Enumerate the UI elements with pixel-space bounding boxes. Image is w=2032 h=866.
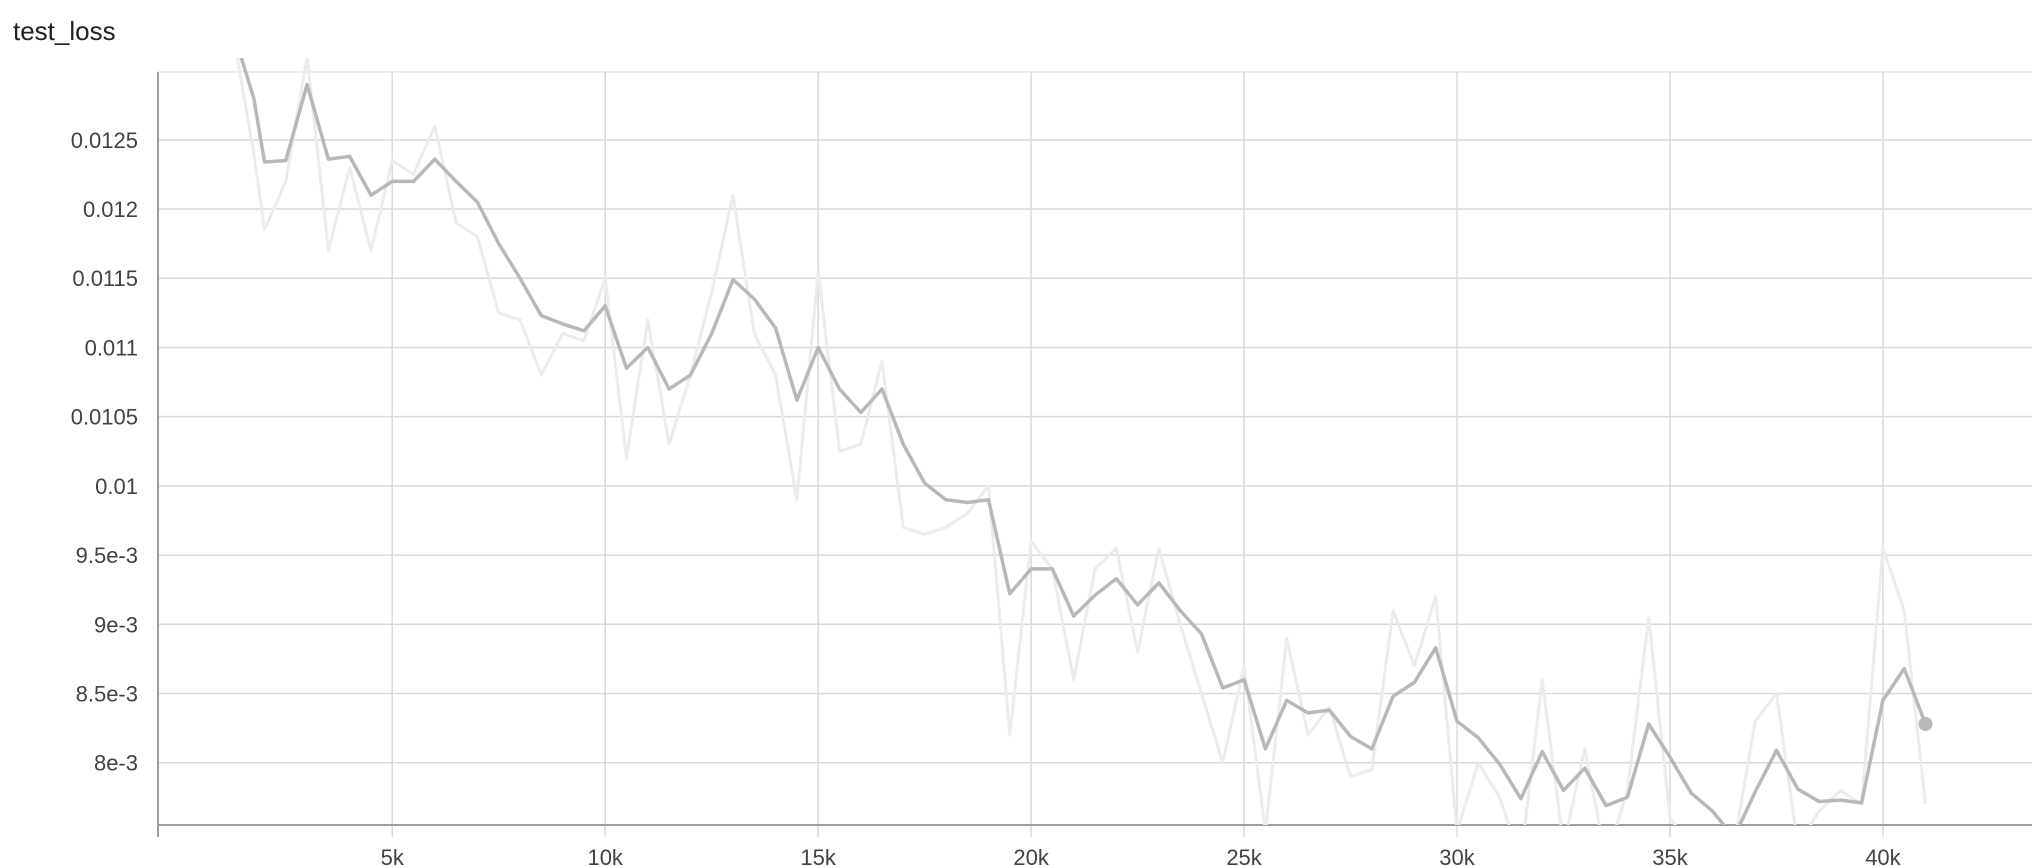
y-tick-label: 0.0125 — [71, 128, 138, 153]
x-tick-label: 15k — [800, 845, 836, 866]
x-tick-label: 5k — [381, 845, 405, 866]
y-tick-label: 8e-3 — [94, 751, 138, 776]
y-tick-label: 0.0115 — [72, 266, 138, 291]
last-point-marker — [1918, 716, 1933, 731]
y-tick-label: 8.5e-3 — [76, 682, 138, 707]
x-tick-label: 25k — [1226, 845, 1262, 866]
x-tick-label: 20k — [1013, 845, 1049, 866]
grid-layer — [158, 71, 2032, 837]
x-tick-label: 10k — [587, 845, 623, 866]
x-tick-label: 40k — [1865, 845, 1901, 866]
tick-label-layer: 8e-3 8.5e-3 9e-3 9.5e-3 0.01 0.0105 0.011 0.011… — [71, 128, 1902, 866]
smoothed-series-layer — [239, 58, 1933, 825]
axis-layer — [157, 72, 2032, 837]
y-tick-label: 9.5e-3 — [76, 543, 138, 568]
x-tick-label: 30k — [1439, 845, 1475, 866]
raw-series-layer — [235, 58, 1927, 825]
chart-title: test_loss — [13, 16, 116, 46]
smoothed-series-line — [239, 58, 1928, 825]
y-tick-label: 0.01 — [95, 474, 138, 499]
y-tick-label: 0.0105 — [71, 405, 138, 430]
y-tick-label: 9e-3 — [94, 612, 138, 637]
raw-series-line — [235, 58, 1927, 825]
y-tick-label: 0.011 — [85, 335, 138, 360]
x-tick-label: 35k — [1652, 845, 1688, 866]
y-tick-label: 0.012 — [83, 197, 138, 222]
